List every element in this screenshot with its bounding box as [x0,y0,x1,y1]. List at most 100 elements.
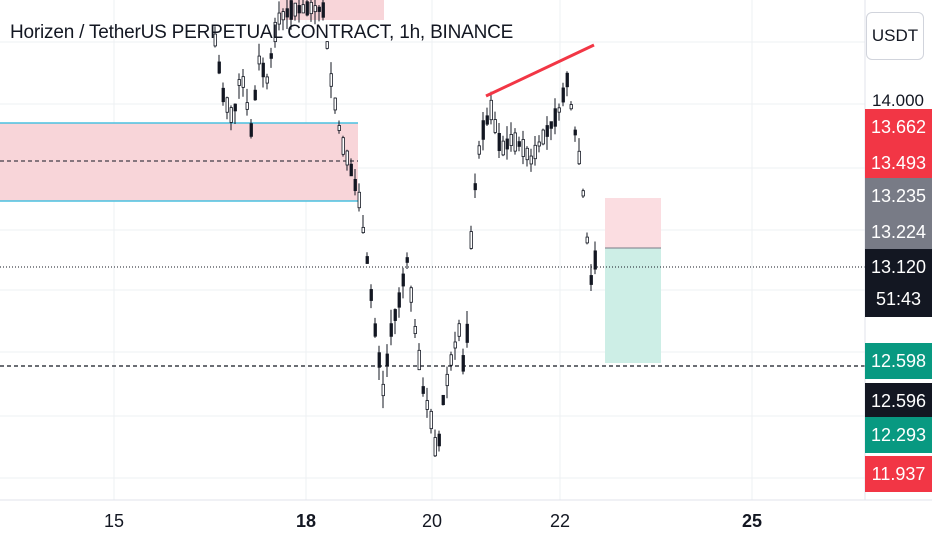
price-label-1: 13.662 [865,109,932,145]
candle-body [241,76,245,88]
candle-body [225,97,229,113]
candle-body [329,73,333,87]
candle-body [309,1,313,15]
candle-body [341,137,345,155]
candle-body [573,129,577,136]
candle-body [457,323,461,337]
candle-body [257,55,261,65]
candle-body [549,121,553,129]
currency-button[interactable]: USDT [866,12,924,60]
resistance-zone[interactable] [0,123,358,201]
candle-body [337,125,341,131]
candle-body [437,433,441,447]
candle-body [521,139,525,157]
candle-body [433,437,437,457]
candle-body [281,11,285,21]
candle-body [481,120,485,140]
candle-body [221,87,225,103]
candle-body [513,132,517,152]
candle-body [317,6,321,12]
chart-title: Horizen / TetherUS PERPETUAL CONTRACT, 1… [10,22,514,43]
candle-body [589,275,593,285]
candle-body [561,87,565,103]
candle-body [357,191,361,209]
time-label-18: 18 [295,511,317,531]
candle-body [509,134,513,146]
candle-body [249,123,253,137]
candle-body [429,410,433,430]
candle-body [533,144,537,160]
price-tick-14000: 14.000 [872,91,924,110]
candle-body [253,89,257,101]
candle-body [333,97,337,111]
candle-body [453,341,457,349]
candle-body [449,354,453,366]
candle-body [553,108,557,127]
candle-body [389,323,393,337]
candle-body [585,236,589,244]
candle-body [353,178,357,192]
countdown-label: 51:43 [865,281,932,317]
candle-body [469,231,473,249]
candle-body [541,129,545,145]
candle-body [445,373,449,387]
candle-body [361,226,365,234]
candle-body [557,107,561,113]
trendline[interactable] [485,43,595,98]
candle-body [289,0,293,20]
candle-body [529,155,533,165]
candle-body [297,5,301,14]
candle-body [381,383,385,397]
candle-body [537,141,541,147]
candle-body [473,183,477,191]
candle-body [517,141,521,147]
candle-body [233,103,237,112]
candle-body [461,355,465,372]
candle-body [465,323,469,343]
candle-body [477,145,481,155]
price-label-8: 12.596 [865,383,932,419]
candle-body [293,2,297,17]
candle-body [325,41,329,49]
candle-body [229,107,233,123]
candle-body [345,150,349,166]
candle-body [593,250,597,270]
candle-body [545,125,549,137]
candle-body [217,61,221,74]
candle-body [577,150,581,165]
candle-body [485,115,489,125]
candle-body [413,325,417,335]
candle-body [213,33,217,47]
candle-body [285,8,289,18]
candle-body [377,352,381,368]
candle-body [349,163,353,177]
time-label-25: 25 [741,511,763,531]
candle-body [397,292,401,308]
candle-body [581,190,585,197]
time-label-22: 22 [549,511,571,531]
price-label-3: 13.235 [865,178,932,214]
candle-body [525,147,529,161]
candle-body [505,138,509,150]
candle-body [501,140,505,156]
candle-body [313,5,317,13]
candle-body [237,79,241,86]
candle-body [441,394,445,406]
candle-body [277,12,281,25]
take-profit-zone[interactable] [605,248,661,363]
candle-body [305,1,309,16]
candle-body [565,72,569,88]
stop-loss-zone[interactable] [605,198,661,248]
candle-body [569,104,573,110]
candle-body [261,62,265,78]
candle-body [393,309,397,321]
price-label-current: 13.120 [865,249,932,285]
price-label-2: 13.493 [865,145,932,181]
candle-body [425,400,429,410]
candle-body [401,273,405,287]
time-label-15: 15 [103,511,125,531]
candle-body [369,289,373,301]
price-label-9: 12.293 [865,417,932,453]
candle-body [417,349,421,371]
